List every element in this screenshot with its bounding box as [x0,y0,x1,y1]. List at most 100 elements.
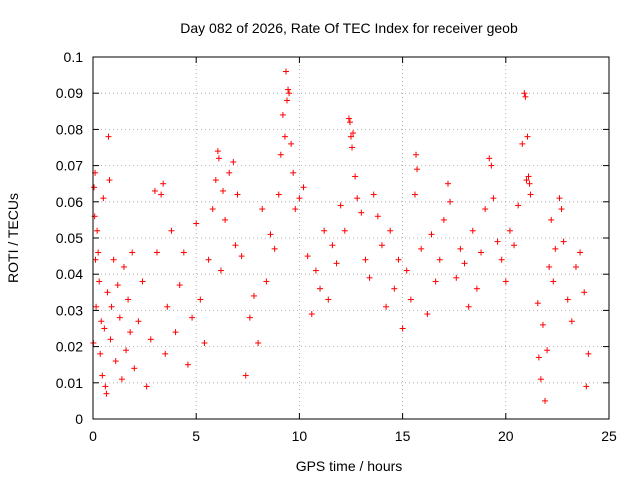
data-point [457,245,464,252]
data-point [102,383,109,390]
data-point [222,216,229,223]
data-point [101,325,108,332]
data-point [242,372,249,379]
data-point [568,318,575,325]
y-axis-ticks: 0 0.01 0.02 0.03 0.04 0.05 0.06 0.07 0.08 0.09 0.1 [56,49,609,427]
data-point [201,339,208,346]
grid-lines [93,57,609,419]
data-point [197,296,204,303]
data-point [546,263,553,270]
y-tick-label: 0.03 [56,302,83,318]
data-point [205,256,212,263]
data-point [214,148,221,155]
data-point [333,260,340,267]
plot-frame [92,56,610,420]
data-point [286,90,293,97]
data-point [275,191,282,198]
data-point [300,184,307,191]
data-point [100,195,107,202]
data-point [370,191,377,198]
data-point [135,318,142,325]
data-point [414,166,421,173]
data-point [548,216,555,223]
data-point [160,180,167,187]
data-point [226,169,233,176]
data-point [486,155,493,162]
y-tick-label: 0.05 [56,230,83,246]
data-point [304,253,311,260]
data-point [123,347,130,354]
data-point [168,227,175,234]
data-point [180,249,187,256]
x-tick-label: 5 [192,428,200,444]
data-point [391,285,398,292]
data-point [238,253,245,260]
data-point [511,242,518,249]
data-point [271,245,278,252]
data-point [374,213,381,220]
data-point [350,130,357,137]
data-point [502,278,509,285]
data-point [440,216,447,223]
data-point [250,292,257,299]
data-point [346,119,353,126]
data-point [106,177,113,184]
data-point [131,365,138,372]
data-point [539,321,546,328]
data-point [387,227,394,234]
data-point [129,249,136,256]
data-point [158,191,165,198]
data-point [523,177,530,184]
data-point [103,390,110,397]
y-axis-label: ROTI / TECUs [5,193,21,283]
data-point [96,278,103,285]
data-point [494,238,501,245]
x-axis-label: GPS time / hours [296,458,403,474]
data-point [488,162,495,169]
data-point [515,202,522,209]
y-tick-label: 0 [75,411,83,427]
data-point [118,376,125,383]
data-point [558,206,565,213]
data-point [94,227,101,234]
data-point [564,296,571,303]
data-point [432,278,439,285]
data-point [560,238,567,245]
data-point [215,155,222,162]
data-point [447,198,454,205]
data-point [99,372,106,379]
data-point [383,303,390,310]
data-point [378,242,385,249]
data-point [552,245,559,252]
data-point [534,300,541,307]
data-point [413,151,420,158]
data-point [556,195,563,202]
data-point [143,383,150,390]
data-point [91,184,98,191]
data-point [176,282,183,289]
data-point [104,289,111,296]
data-point [114,282,121,289]
data-point [519,140,526,147]
y-tick-label: 0.06 [56,194,83,210]
data-point [354,195,361,202]
data-point [127,329,134,336]
data-point [279,111,286,118]
data-point [139,278,146,285]
data-point [172,329,179,336]
data-point [259,206,266,213]
data-point [465,303,472,310]
y-tick-label: 0.07 [56,158,83,174]
data-point [98,318,105,325]
data-point [453,274,460,281]
data-point [281,133,288,140]
data-point [189,314,196,321]
data-point [325,296,332,303]
data-point [345,115,352,122]
data-point [521,90,528,97]
data-point [97,350,104,357]
data-point [478,249,485,256]
data-point [581,289,588,296]
data-point [469,227,476,234]
